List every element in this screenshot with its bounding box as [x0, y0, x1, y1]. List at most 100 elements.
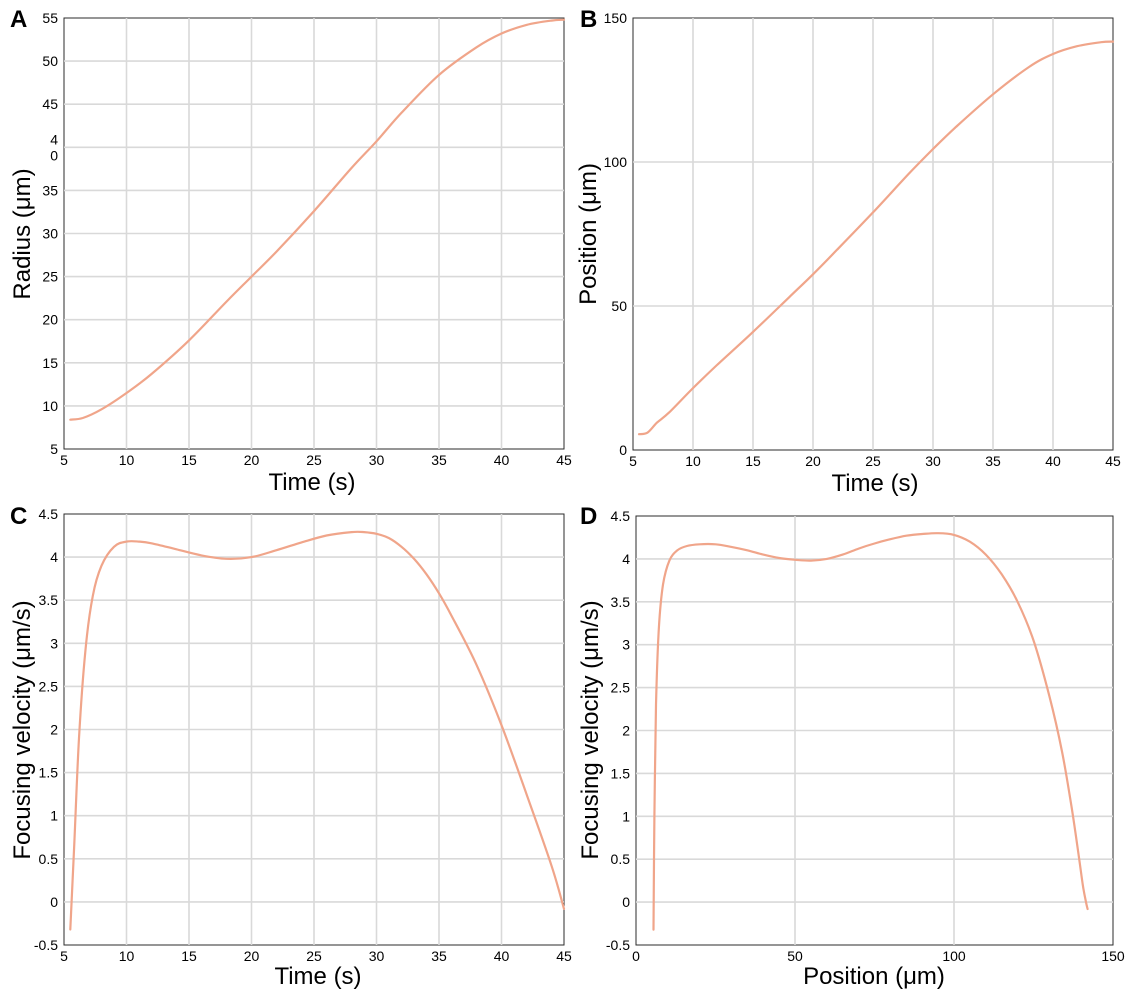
series-line-d — [652, 532, 1089, 931]
y-tick-label-a: 45 — [42, 96, 58, 112]
x-tick-label-a: 15 — [181, 452, 197, 468]
y-tick-label-d: 4.5 — [611, 508, 631, 524]
x-tick-label-a: 35 — [431, 452, 447, 468]
y-tick-label-c: 0.5 — [39, 851, 59, 867]
y-tick-label-c: 2 — [50, 722, 58, 738]
y-tick-label-a: 15 — [42, 355, 58, 371]
y-tick-label-c: 2.5 — [39, 678, 59, 694]
panel-letter-c: C — [10, 503, 27, 530]
grid-d — [636, 516, 1113, 945]
x-tick-label-d: 0 — [632, 948, 640, 964]
y-tick-label-a: 55 — [42, 10, 58, 26]
y-tick-label-a: 20 — [42, 312, 58, 328]
panel-letter-b: B — [580, 6, 597, 33]
y-tick-label-c: 1 — [50, 808, 58, 824]
y-axis-label-a: Radius (μm) — [9, 168, 36, 299]
y-tick-label-a: 30 — [42, 226, 58, 242]
y-tick-label-a: 35 — [42, 182, 58, 198]
y-tick-label-d: 4 — [622, 551, 630, 567]
x-tick-label-c: 40 — [494, 948, 510, 964]
y-tick-label-c: 3 — [50, 635, 58, 651]
y-tick-label-d: 2 — [622, 723, 630, 739]
y-tick-label-d: 3 — [622, 637, 630, 653]
panel-b: B 5 10 15 20 25 30 35 40 45 0 50 100 150 Time (s) P… — [575, 6, 1121, 497]
y-tick-label-a: 25 — [42, 269, 58, 285]
x-tick-label-a: 20 — [244, 452, 260, 468]
panel-letter-a: A — [10, 6, 27, 33]
y-tick-label-b: 0 — [619, 442, 627, 458]
y-tick-label-a: 50 — [42, 53, 58, 69]
series-line-a — [69, 18, 566, 421]
x-tick-label-b: 10 — [685, 453, 701, 469]
x-tick-label-b: 30 — [925, 453, 941, 469]
x-tick-label-c: 45 — [556, 948, 572, 964]
x-tick-label-c: 30 — [369, 948, 385, 964]
x-axis-label-c: Time (s) — [274, 963, 361, 990]
y-tick-label-a: 10 — [42, 398, 58, 414]
x-tick-label-c: 35 — [431, 948, 447, 964]
y-tick-labels-a: 5 10 15 20 25 30 35 4 0 45 50 55 — [42, 10, 58, 457]
y-tick-label-b: 50 — [611, 298, 627, 314]
x-tick-label-b: 25 — [865, 453, 881, 469]
x-tick-label-d: 100 — [942, 948, 966, 964]
y-tick-label-d: 2.5 — [611, 680, 631, 696]
y-tick-labels-b: 0 50 100 150 — [604, 10, 628, 458]
x-tick-label-c: 10 — [119, 948, 135, 964]
x-tick-label-b: 5 — [629, 453, 637, 469]
y-tick-label-d: -0.5 — [606, 937, 630, 953]
y-tick-label-b: 150 — [604, 10, 628, 26]
panel-letter-d: D — [580, 503, 597, 530]
x-tick-labels-b: 5 10 15 20 25 30 35 40 45 — [629, 453, 1121, 469]
y-tick-label-d: 1.5 — [611, 765, 631, 781]
x-tick-label-a: 45 — [556, 452, 572, 468]
x-tick-label-b: 15 — [745, 453, 761, 469]
x-tick-label-d: 50 — [787, 948, 803, 964]
x-tick-label-c: 25 — [306, 948, 322, 964]
grid-b — [633, 18, 1113, 450]
x-tick-label-b: 45 — [1105, 453, 1121, 469]
x-axis-label-d: Position (μm) — [803, 963, 945, 990]
y-tick-label-c: 4.5 — [39, 506, 59, 522]
x-tick-label-d: 150 — [1101, 948, 1125, 964]
curve-layer-b — [637, 40, 1115, 436]
x-tick-label-b: 35 — [985, 453, 1001, 469]
x-tick-label-c: 15 — [181, 948, 197, 964]
x-tick-label-b: 40 — [1045, 453, 1061, 469]
x-axis-label-b: Time (s) — [831, 470, 918, 497]
y-tick-label-c: 0 — [50, 894, 58, 910]
y-tick-labels-d: -0.5 0 0.5 1 1.5 2 2.5 3 3.5 4 4.5 — [606, 508, 630, 953]
series-line-b — [637, 40, 1115, 436]
curve-layer-a — [69, 18, 566, 421]
x-axis-label-a: Time (s) — [268, 469, 355, 496]
x-tick-labels-c: 5 10 15 20 25 30 35 40 45 — [60, 948, 572, 964]
grid-c — [64, 514, 564, 945]
curve-layer-d — [652, 532, 1089, 931]
y-axis-label-c: Focusing velocity (μm/s) — [9, 600, 36, 859]
series-line-c — [69, 530, 566, 931]
y-axis-label-d: Focusing velocity (μm/s) — [577, 600, 604, 859]
x-tick-label-a: 40 — [494, 452, 510, 468]
x-tick-label-a: 25 — [306, 452, 322, 468]
x-tick-label-a: 30 — [369, 452, 385, 468]
y-tick-label-c: 3.5 — [39, 592, 59, 608]
y-tick-labels-c: -0.5 0 0.5 1 1.5 2 2.5 3 3.5 4 4.5 — [34, 506, 58, 953]
y-tick-label-d: 0.5 — [611, 851, 631, 867]
x-tick-labels-d: 0 50 100 150 — [632, 948, 1125, 964]
x-tick-label-a: 5 — [60, 452, 68, 468]
y-tick-label-c: 4 — [50, 549, 58, 565]
grid-a — [64, 18, 564, 449]
y-tick-label-b: 100 — [604, 154, 628, 170]
y-tick-label-c: 1.5 — [39, 765, 59, 781]
x-tick-label-b: 20 — [805, 453, 821, 469]
y-tick-label-c: -0.5 — [34, 937, 58, 953]
x-tick-label-c: 20 — [244, 948, 260, 964]
x-tick-label-a: 10 — [119, 452, 135, 468]
y-tick-label-d: 0 — [622, 894, 630, 910]
panel-c: C 5 10 15 20 25 30 35 40 45 -0.5 0 0.5 1 1.5 2 2.5 3 3.5… — [9, 503, 572, 990]
x-tick-label-c: 5 — [60, 948, 68, 964]
curve-layer-c — [69, 530, 566, 931]
panel-d: D 0 50 100 150 -0.500.511.522.533.544.5 Pos… — [577, 503, 1125, 990]
